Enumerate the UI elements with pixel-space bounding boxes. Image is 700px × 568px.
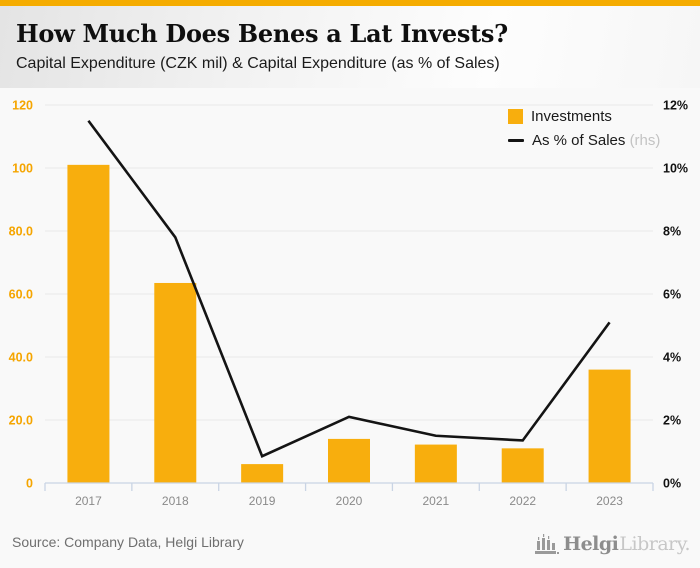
right-axis-tick-label: 2% — [663, 414, 681, 428]
bar-2020 — [328, 438, 370, 483]
page-title: How Much Does Benes a Lat Invests? — [16, 19, 508, 48]
source-note: Source: Company Data, Helgi Library — [12, 534, 244, 550]
chart-header: How Much Does Benes a Lat Invests? Capit… — [0, 6, 700, 88]
right-axis-tick-label: 8% — [663, 225, 681, 239]
left-axis-tick-label: 80.0 — [9, 225, 33, 239]
x-axis-label-2020: 2020 — [336, 494, 363, 508]
right-axis-tick-label: 10% — [663, 162, 688, 176]
right-axis-tick-label: 4% — [663, 351, 681, 365]
left-axis-tick-label: 60.0 — [9, 288, 33, 302]
right-axis-tick-label: 12% — [663, 99, 688, 113]
chart-area: 120 100 80.0 60.0 40.0 20.0 0 12% 10% 8% 6% 4% 2% 0% 2… — [0, 88, 700, 518]
x-axis-label-2017: 2017 — [75, 494, 102, 508]
x-axis-label-2023: 2023 — [596, 494, 623, 508]
bar-2019 — [241, 464, 284, 483]
investments-swatch-icon — [508, 109, 523, 124]
left-axis-tick-label: 20.0 — [9, 414, 33, 428]
legend-item-pct-of-sales: As % of Sales (rhs) — [508, 132, 660, 149]
left-axis-tick-label: 120 — [12, 99, 33, 113]
bar-2021 — [414, 444, 457, 483]
left-axis-tick-label: 100 — [12, 162, 33, 176]
x-axis-label-2022: 2022 — [509, 494, 536, 508]
castle-icon — [535, 534, 560, 554]
chart-legend: Investments As % of Sales (rhs) — [508, 108, 660, 149]
legend-item-investments: Investments — [508, 108, 660, 125]
right-axis-tick-label: 0% — [663, 477, 681, 491]
brand-helgi-text: Helgi — [563, 533, 619, 555]
legend-investments-label: Investments — [531, 108, 612, 125]
right-axis-tick-label: 6% — [663, 288, 681, 302]
left-axis-tick-label: 0 — [26, 477, 33, 491]
helgi-library-logo: Helgi Library. — [532, 531, 690, 557]
page-subtitle: Capital Expenditure (CZK mil) & Capital … — [16, 55, 500, 72]
line-swatch-icon — [508, 139, 524, 142]
legend-pct-label: As % of Sales (rhs) — [532, 132, 661, 149]
chart-canvas: 120 100 80.0 60.0 40.0 20.0 0 12% 10% 8% 6% 4% 2% 0% 2… — [9, 99, 688, 509]
pct-of-sales-line — [87, 119, 611, 458]
bar-2017 — [67, 164, 110, 483]
x-axis-label-2019: 2019 — [249, 494, 276, 508]
left-axis-tick-label: 40.0 — [9, 351, 33, 365]
x-axis-label-2018: 2018 — [162, 494, 189, 508]
x-axis-label-2021: 2021 — [423, 494, 450, 508]
brand-library-text: Library. — [619, 533, 690, 555]
bar-2022 — [501, 448, 544, 483]
legend-rhs-note: (rhs) — [629, 132, 661, 149]
bar-2018 — [154, 282, 197, 483]
bar-2023 — [588, 369, 631, 483]
accent-top-bar — [0, 0, 700, 6]
